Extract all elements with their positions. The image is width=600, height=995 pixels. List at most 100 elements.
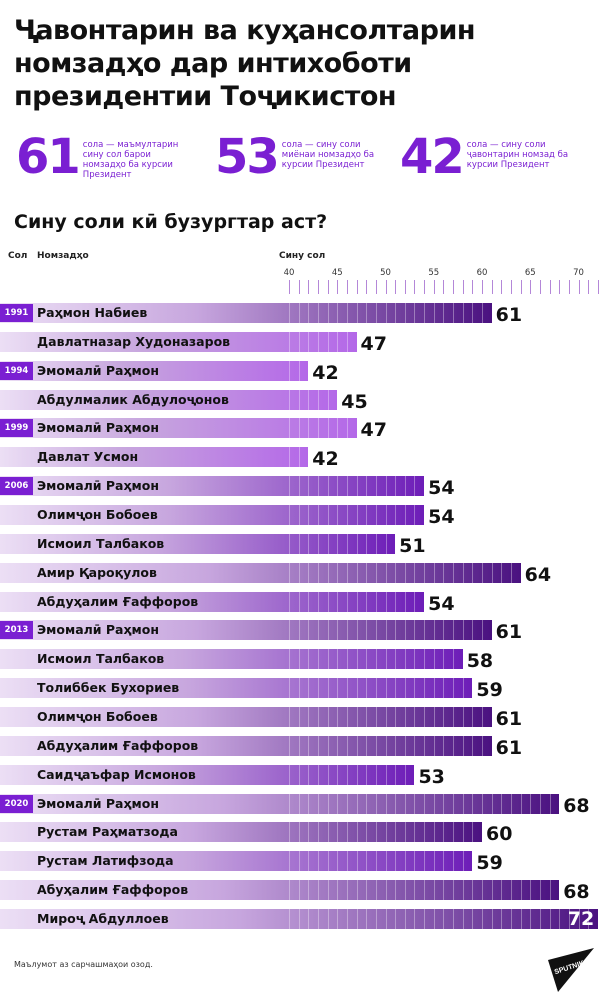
bar-tick: [317, 735, 319, 756]
tick-mark: [366, 280, 368, 294]
bar-tick: [482, 735, 483, 756]
candidate-name: Исмоил Талбаков: [37, 651, 165, 667]
tick-mark: [356, 280, 358, 294]
bar-tick: [356, 303, 358, 323]
tick-label: 50: [380, 268, 391, 278]
bar-tick: [385, 678, 387, 699]
bar-tick: [385, 735, 387, 756]
bar-tick: [366, 591, 368, 612]
bar-tick: [395, 591, 397, 612]
bar-tick: [366, 793, 368, 814]
age-value: 51: [399, 534, 426, 557]
bar-tick: [395, 735, 397, 756]
bar-tick: [414, 562, 416, 583]
bar-tick: [395, 505, 397, 526]
bar-tick: [510, 909, 512, 930]
bar-tick: [337, 303, 339, 323]
bar-tick: [453, 303, 455, 323]
bar-tick: [289, 880, 290, 901]
bar-tick: [385, 764, 387, 785]
bar-row: Давлат Усмон 42: [0, 447, 600, 470]
bar-tick: [308, 562, 310, 583]
bar-tick: [385, 303, 387, 323]
bar-tick: [356, 678, 358, 699]
bar-tick: [501, 562, 503, 583]
bar-tick: [404, 909, 406, 930]
tick-mark: [597, 280, 599, 294]
bar-tick: [346, 909, 348, 930]
bar-tick: [289, 822, 290, 843]
stat-youngest-age: 42 сола — сину соли ҷавонтарин номзад ба…: [400, 133, 572, 181]
bar-tick: [404, 476, 406, 497]
bar-tick: [308, 649, 310, 670]
bar-tick: [298, 649, 300, 670]
bar-tick: [472, 303, 474, 323]
bar-tick: [491, 880, 493, 901]
bar-tick: [375, 476, 377, 497]
election-year: 2006: [0, 477, 33, 496]
bar-tick: [298, 880, 300, 901]
tick-mark: [375, 280, 377, 294]
bar-tick: [385, 649, 387, 670]
bar: [0, 533, 396, 554]
bar: [0, 620, 492, 641]
bar-tick: [578, 909, 580, 930]
tick-mark: [588, 280, 590, 294]
bar-tick: [327, 822, 329, 843]
bar-tick: [510, 793, 512, 814]
tick-mark: [539, 280, 541, 294]
bar-tick: [375, 678, 377, 699]
bar-tick: [317, 649, 319, 670]
bar-tick: [346, 303, 348, 323]
bar-tick: [308, 620, 310, 641]
bar-tick: [366, 562, 368, 583]
bar-tick: [453, 909, 455, 930]
bar: [0, 735, 492, 756]
bar-tick: [346, 678, 348, 699]
bar-tick: [337, 909, 339, 930]
bar-tick: [453, 562, 455, 583]
bar-tick: [530, 880, 532, 901]
bar-tick: [337, 793, 339, 814]
bar-tick: [337, 562, 339, 583]
bar-tick: [366, 620, 368, 641]
bar-tick: [453, 793, 455, 814]
bar-tick: [453, 735, 455, 756]
bar-tick: [298, 822, 300, 843]
bar-tick: [385, 822, 387, 843]
bar-tick: [298, 735, 300, 756]
bar-tick: [404, 851, 406, 872]
bar-tick: [289, 476, 290, 497]
candidate-name: Давлат Усмон: [37, 449, 139, 465]
bar-row: Абуҳалим Ғаффоров 68: [0, 880, 600, 903]
bar-row: Давлатназар Худоназаров 47: [0, 331, 600, 355]
bar-tick: [346, 418, 348, 439]
bar-tick: [424, 880, 426, 901]
candidate-name: Абуҳалим Ғаффоров: [37, 882, 189, 898]
bar-tick: [375, 620, 377, 641]
bar-tick: [337, 707, 339, 728]
bar-tick: [327, 505, 329, 526]
bar-tick: [462, 822, 464, 843]
bar-tick: [337, 591, 339, 612]
bar-row: 1999 Эмомалӣ Раҳмон 47: [0, 418, 600, 441]
bar-tick: [337, 476, 339, 497]
bar-tick: [482, 707, 483, 728]
bar-tick: [308, 851, 310, 872]
stat-text: сола — сину соли миёнаи номзадҳо ба курс…: [281, 140, 375, 170]
bar-tick: [346, 707, 348, 728]
bar-tick: [317, 707, 319, 728]
bar-tick: [317, 822, 319, 843]
bar-tick: [385, 707, 387, 728]
tick-mark: [404, 280, 406, 294]
tick-mark: [433, 280, 435, 294]
tick-mark: [289, 280, 290, 294]
bar-tick: [337, 331, 339, 352]
bar-tick: [327, 562, 329, 583]
bar-tick: [443, 851, 445, 872]
bar-tick: [298, 562, 300, 583]
bar-tick: [356, 822, 358, 843]
bar-tick: [346, 505, 348, 526]
candidate-name: Олимҷон Бобоев: [37, 507, 158, 523]
bar-tick: [289, 331, 290, 352]
